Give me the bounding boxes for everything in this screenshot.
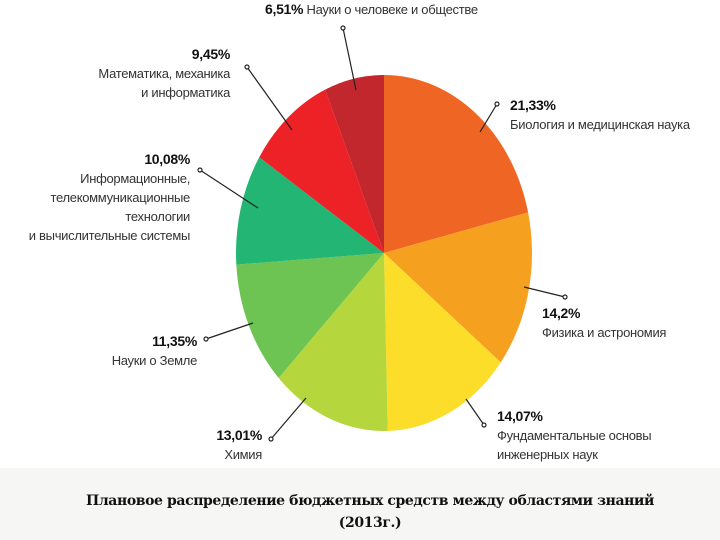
label-chem: 13,01% Химия <box>216 426 262 464</box>
name-humanities: Науки о человеке и обществе <box>306 2 479 17</box>
pie-slice-7 <box>325 75 384 253</box>
pie-slice-0 <box>384 75 529 253</box>
leader-math <box>246 66 293 131</box>
name-chem: Химия <box>224 447 262 462</box>
name-it-line3: технологии <box>125 209 190 224</box>
leader-phys <box>523 286 566 298</box>
name-math-line2: и информатика <box>141 85 230 100</box>
label-math: 9,45% Математика, механика и информатика <box>98 45 230 102</box>
pct-bio: 21,33% <box>510 97 556 113</box>
pct-it: 10,08% <box>144 151 190 167</box>
caption-band <box>0 468 720 540</box>
caption-line2: (2013г.) <box>338 515 402 531</box>
pie-slice-2 <box>384 253 501 431</box>
pct-earth: 11,35% <box>152 333 197 349</box>
pie-slice-4 <box>236 253 384 378</box>
pct-math: 9,45% <box>191 46 231 62</box>
leader-it <box>199 169 259 209</box>
pct-phys: 14,2% <box>542 305 581 321</box>
pct-humanities: 6,51% <box>265 1 304 17</box>
name-it-line2: телекоммуникационные <box>50 190 190 205</box>
label-earth: 11,35% Науки о Земле <box>111 332 198 370</box>
label-it: 10,08% Информационные, телекоммуникацион… <box>28 150 191 245</box>
leader-bio <box>479 103 498 133</box>
name-it-line4: и вычислительные системы <box>28 228 191 243</box>
pie-chart <box>197 25 568 442</box>
name-math-line1: Математика, механика <box>98 66 230 81</box>
pie-slice-5 <box>236 157 384 265</box>
pie-slice-6 <box>259 89 384 253</box>
label-bio: 21,33% Биология и медицинская наука <box>510 96 690 134</box>
name-bio: Биология и медицинская наука <box>510 117 690 132</box>
chart-caption: Плановое распределение бюджетных средств… <box>40 490 700 534</box>
label-phys: 14,2% Физика и астрономия <box>542 304 666 342</box>
name-phys: Физика и астрономия <box>542 325 667 340</box>
leader-fund <box>465 398 485 426</box>
name-fund-line2: инженерных наук <box>497 447 598 462</box>
leader-humanities <box>342 27 357 91</box>
label-humanities: 6,51% Науки о человеке и обществе <box>265 0 478 19</box>
caption-line1: Плановое распределение бюджетных средств… <box>86 493 654 509</box>
name-it-line1: Информационные, <box>80 171 190 186</box>
label-fund: 14,07% Фундаментальные основы инженерных… <box>497 407 652 464</box>
pct-chem: 13,01% <box>216 427 262 443</box>
pie-slice-3 <box>278 253 388 431</box>
leader-chem <box>270 397 307 440</box>
pie-slice-1 <box>384 212 532 363</box>
leader-earth <box>205 322 254 340</box>
name-earth: Науки о Земле <box>111 353 198 368</box>
name-fund-line1: Фундаментальные основы <box>497 428 652 443</box>
pct-fund: 14,07% <box>497 408 543 424</box>
